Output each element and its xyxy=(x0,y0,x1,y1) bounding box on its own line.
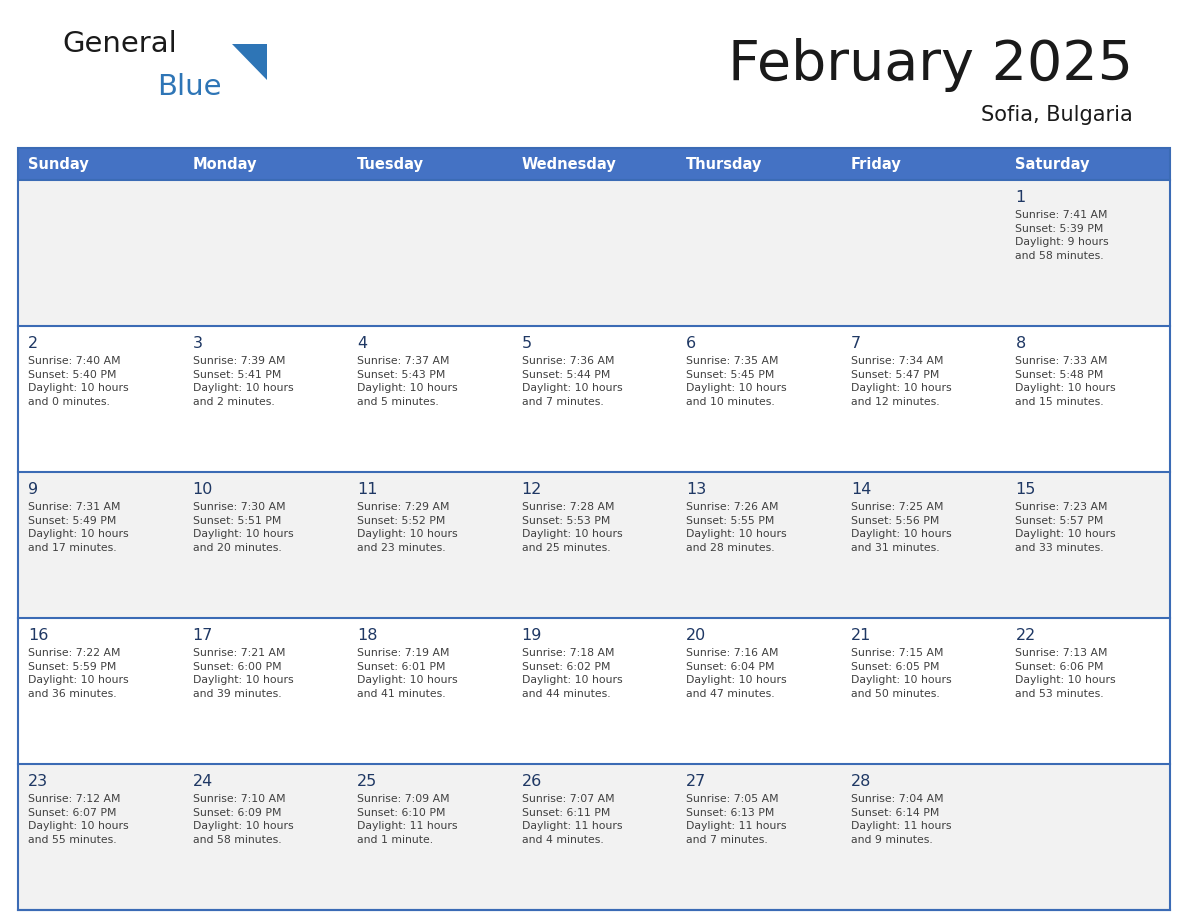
Text: Sunrise: 7:12 AM
Sunset: 6:07 PM
Daylight: 10 hours
and 55 minutes.: Sunrise: 7:12 AM Sunset: 6:07 PM Dayligh… xyxy=(29,794,128,845)
Text: 22: 22 xyxy=(1016,628,1036,643)
Text: Friday: Friday xyxy=(851,156,902,172)
Text: Monday: Monday xyxy=(192,156,257,172)
Text: Sunrise: 7:40 AM
Sunset: 5:40 PM
Daylight: 10 hours
and 0 minutes.: Sunrise: 7:40 AM Sunset: 5:40 PM Dayligh… xyxy=(29,356,128,407)
Text: 23: 23 xyxy=(29,774,49,789)
Text: 13: 13 xyxy=(687,482,707,497)
Text: 8: 8 xyxy=(1016,336,1025,351)
Text: Sunrise: 7:10 AM
Sunset: 6:09 PM
Daylight: 10 hours
and 58 minutes.: Sunrise: 7:10 AM Sunset: 6:09 PM Dayligh… xyxy=(192,794,293,845)
Text: Sunrise: 7:22 AM
Sunset: 5:59 PM
Daylight: 10 hours
and 36 minutes.: Sunrise: 7:22 AM Sunset: 5:59 PM Dayligh… xyxy=(29,648,128,699)
Text: 2: 2 xyxy=(29,336,38,351)
Text: February 2025: February 2025 xyxy=(728,38,1133,92)
Text: 9: 9 xyxy=(29,482,38,497)
Text: Sunrise: 7:18 AM
Sunset: 6:02 PM
Daylight: 10 hours
and 44 minutes.: Sunrise: 7:18 AM Sunset: 6:02 PM Dayligh… xyxy=(522,648,623,699)
Text: 20: 20 xyxy=(687,628,707,643)
Bar xyxy=(18,472,1170,618)
Text: Sunrise: 7:28 AM
Sunset: 5:53 PM
Daylight: 10 hours
and 25 minutes.: Sunrise: 7:28 AM Sunset: 5:53 PM Dayligh… xyxy=(522,502,623,553)
Text: 21: 21 xyxy=(851,628,871,643)
Text: Sunrise: 7:21 AM
Sunset: 6:00 PM
Daylight: 10 hours
and 39 minutes.: Sunrise: 7:21 AM Sunset: 6:00 PM Dayligh… xyxy=(192,648,293,699)
Text: 12: 12 xyxy=(522,482,542,497)
Text: Sofia, Bulgaria: Sofia, Bulgaria xyxy=(981,105,1133,125)
Text: 3: 3 xyxy=(192,336,203,351)
Text: Sunday: Sunday xyxy=(29,156,89,172)
Text: Sunrise: 7:41 AM
Sunset: 5:39 PM
Daylight: 9 hours
and 58 minutes.: Sunrise: 7:41 AM Sunset: 5:39 PM Dayligh… xyxy=(1016,210,1110,261)
Text: Sunrise: 7:31 AM
Sunset: 5:49 PM
Daylight: 10 hours
and 17 minutes.: Sunrise: 7:31 AM Sunset: 5:49 PM Dayligh… xyxy=(29,502,128,553)
Text: Sunrise: 7:29 AM
Sunset: 5:52 PM
Daylight: 10 hours
and 23 minutes.: Sunrise: 7:29 AM Sunset: 5:52 PM Dayligh… xyxy=(358,502,457,553)
Text: Sunrise: 7:19 AM
Sunset: 6:01 PM
Daylight: 10 hours
and 41 minutes.: Sunrise: 7:19 AM Sunset: 6:01 PM Dayligh… xyxy=(358,648,457,699)
Text: 18: 18 xyxy=(358,628,378,643)
Text: Sunrise: 7:13 AM
Sunset: 6:06 PM
Daylight: 10 hours
and 53 minutes.: Sunrise: 7:13 AM Sunset: 6:06 PM Dayligh… xyxy=(1016,648,1116,699)
Polygon shape xyxy=(232,44,267,80)
Text: Sunrise: 7:25 AM
Sunset: 5:56 PM
Daylight: 10 hours
and 31 minutes.: Sunrise: 7:25 AM Sunset: 5:56 PM Dayligh… xyxy=(851,502,952,553)
Text: Sunrise: 7:05 AM
Sunset: 6:13 PM
Daylight: 11 hours
and 7 minutes.: Sunrise: 7:05 AM Sunset: 6:13 PM Dayligh… xyxy=(687,794,786,845)
Text: Thursday: Thursday xyxy=(687,156,763,172)
Bar xyxy=(18,618,1170,764)
Text: Sunrise: 7:33 AM
Sunset: 5:48 PM
Daylight: 10 hours
and 15 minutes.: Sunrise: 7:33 AM Sunset: 5:48 PM Dayligh… xyxy=(1016,356,1116,407)
Text: 15: 15 xyxy=(1016,482,1036,497)
Text: Sunrise: 7:07 AM
Sunset: 6:11 PM
Daylight: 11 hours
and 4 minutes.: Sunrise: 7:07 AM Sunset: 6:11 PM Dayligh… xyxy=(522,794,623,845)
Text: Sunrise: 7:15 AM
Sunset: 6:05 PM
Daylight: 10 hours
and 50 minutes.: Sunrise: 7:15 AM Sunset: 6:05 PM Dayligh… xyxy=(851,648,952,699)
Text: 16: 16 xyxy=(29,628,49,643)
Bar xyxy=(18,326,1170,472)
Text: 5: 5 xyxy=(522,336,532,351)
Text: Saturday: Saturday xyxy=(1016,156,1089,172)
Text: Sunrise: 7:34 AM
Sunset: 5:47 PM
Daylight: 10 hours
and 12 minutes.: Sunrise: 7:34 AM Sunset: 5:47 PM Dayligh… xyxy=(851,356,952,407)
Text: 19: 19 xyxy=(522,628,542,643)
Text: 11: 11 xyxy=(358,482,378,497)
Text: 17: 17 xyxy=(192,628,213,643)
Text: 7: 7 xyxy=(851,336,861,351)
Bar xyxy=(18,180,1170,326)
Text: 14: 14 xyxy=(851,482,871,497)
Text: 26: 26 xyxy=(522,774,542,789)
Text: 27: 27 xyxy=(687,774,707,789)
Text: Sunrise: 7:39 AM
Sunset: 5:41 PM
Daylight: 10 hours
and 2 minutes.: Sunrise: 7:39 AM Sunset: 5:41 PM Dayligh… xyxy=(192,356,293,407)
Text: 10: 10 xyxy=(192,482,213,497)
Text: 6: 6 xyxy=(687,336,696,351)
Text: Sunrise: 7:37 AM
Sunset: 5:43 PM
Daylight: 10 hours
and 5 minutes.: Sunrise: 7:37 AM Sunset: 5:43 PM Dayligh… xyxy=(358,356,457,407)
Text: Sunrise: 7:36 AM
Sunset: 5:44 PM
Daylight: 10 hours
and 7 minutes.: Sunrise: 7:36 AM Sunset: 5:44 PM Dayligh… xyxy=(522,356,623,407)
Text: Sunrise: 7:16 AM
Sunset: 6:04 PM
Daylight: 10 hours
and 47 minutes.: Sunrise: 7:16 AM Sunset: 6:04 PM Dayligh… xyxy=(687,648,786,699)
Bar xyxy=(18,764,1170,910)
Text: Sunrise: 7:23 AM
Sunset: 5:57 PM
Daylight: 10 hours
and 33 minutes.: Sunrise: 7:23 AM Sunset: 5:57 PM Dayligh… xyxy=(1016,502,1116,553)
Text: Sunrise: 7:35 AM
Sunset: 5:45 PM
Daylight: 10 hours
and 10 minutes.: Sunrise: 7:35 AM Sunset: 5:45 PM Dayligh… xyxy=(687,356,786,407)
Text: Blue: Blue xyxy=(157,73,221,101)
Text: Wednesday: Wednesday xyxy=(522,156,617,172)
Text: 28: 28 xyxy=(851,774,871,789)
Text: Sunrise: 7:04 AM
Sunset: 6:14 PM
Daylight: 11 hours
and 9 minutes.: Sunrise: 7:04 AM Sunset: 6:14 PM Dayligh… xyxy=(851,794,952,845)
Bar xyxy=(18,148,1170,180)
Text: 24: 24 xyxy=(192,774,213,789)
Text: 25: 25 xyxy=(358,774,378,789)
Text: Tuesday: Tuesday xyxy=(358,156,424,172)
Text: Sunrise: 7:26 AM
Sunset: 5:55 PM
Daylight: 10 hours
and 28 minutes.: Sunrise: 7:26 AM Sunset: 5:55 PM Dayligh… xyxy=(687,502,786,553)
Bar xyxy=(18,148,1170,910)
Text: 1: 1 xyxy=(1016,190,1025,205)
Text: General: General xyxy=(62,30,177,58)
Text: 4: 4 xyxy=(358,336,367,351)
Text: Sunrise: 7:30 AM
Sunset: 5:51 PM
Daylight: 10 hours
and 20 minutes.: Sunrise: 7:30 AM Sunset: 5:51 PM Dayligh… xyxy=(192,502,293,553)
Text: Sunrise: 7:09 AM
Sunset: 6:10 PM
Daylight: 11 hours
and 1 minute.: Sunrise: 7:09 AM Sunset: 6:10 PM Dayligh… xyxy=(358,794,457,845)
